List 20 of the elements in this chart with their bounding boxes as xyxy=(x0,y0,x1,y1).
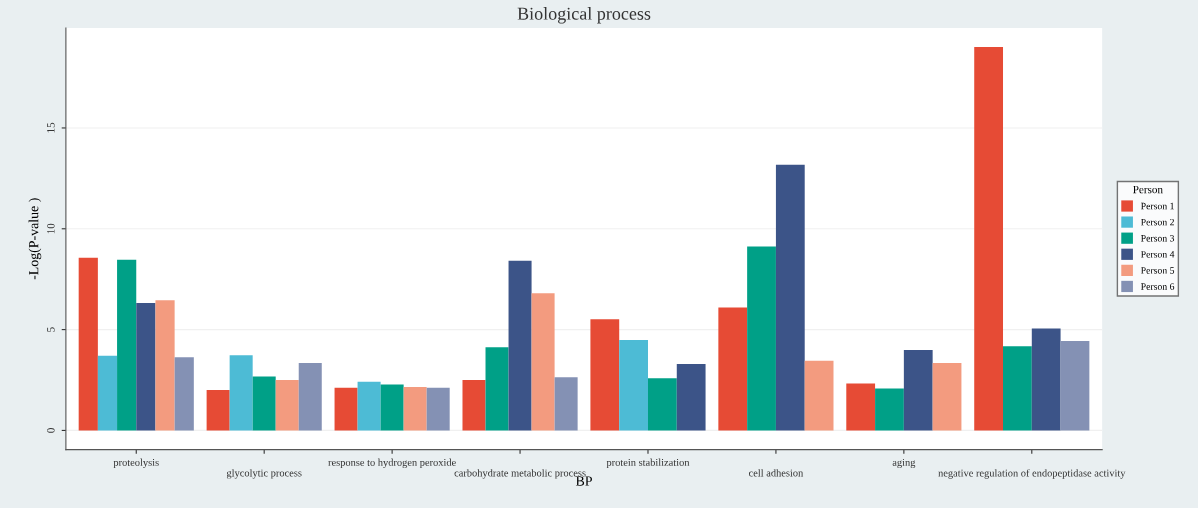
y-axis-title: -Log(P-value ) xyxy=(28,198,42,280)
x-tick-label: response to hydrogen peroxide xyxy=(328,458,456,469)
legend-title: Person xyxy=(1133,185,1163,194)
x-tick-label: cell adhesion xyxy=(748,469,804,477)
x-tick-label: negative regulation of endopeptidase activity xyxy=(938,469,1126,479)
x-tick-label: protein stabilization xyxy=(606,458,690,469)
legend-label: Person 3 xyxy=(1141,234,1175,242)
x-tick-label: aging xyxy=(892,458,916,469)
x-tick-label: glycolytic process xyxy=(226,469,302,479)
legend-label: Person 2 xyxy=(1141,218,1174,226)
y-tick-label: 10 xyxy=(47,223,55,234)
legend-label: Person 5 xyxy=(1141,267,1175,274)
chart-title: Biological process xyxy=(517,7,651,24)
legend-label: Person 6 xyxy=(1141,283,1175,290)
legend-label: Person 4 xyxy=(1141,251,1175,258)
x-tick-label: proteolysis xyxy=(113,458,159,469)
y-tick-label: 5 xyxy=(47,327,55,332)
y-tick-label: 15 xyxy=(47,122,55,133)
legend-label: Person 1 xyxy=(1141,202,1174,210)
y-tick-label: 0 xyxy=(47,428,55,433)
